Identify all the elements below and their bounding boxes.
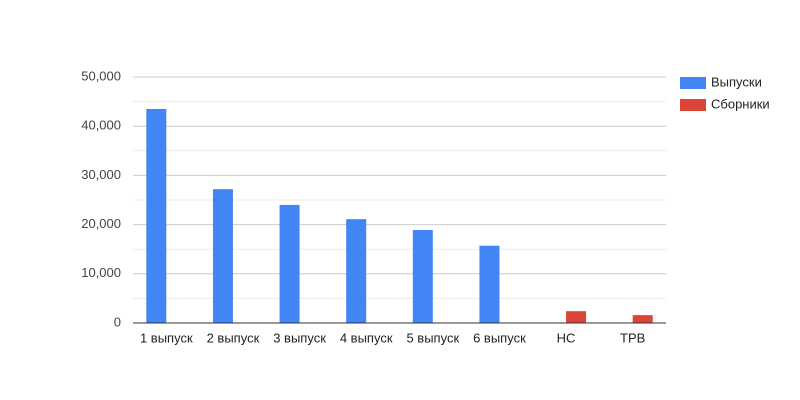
bar [412, 230, 433, 323]
x-tick-label: 1 выпуск [140, 330, 193, 345]
bar [212, 189, 233, 323]
x-tick-label: 6 выпуск [473, 330, 526, 345]
bar [346, 219, 367, 323]
x-tick-label: НС [557, 330, 576, 345]
y-tick-label: 30,000 [81, 167, 121, 182]
legend-label: Выпуски [711, 74, 762, 89]
y-tick-label: 20,000 [81, 216, 121, 231]
bar [632, 315, 653, 323]
bar [479, 245, 500, 323]
bar [279, 204, 300, 323]
x-tick-label: 2 выпуск [207, 330, 260, 345]
legend-swatch [680, 99, 706, 111]
y-tick-label: 40,000 [81, 118, 121, 133]
legend-swatch [680, 77, 706, 89]
y-tick-label: 10,000 [81, 265, 121, 280]
x-tick-label: 5 выпуск [406, 330, 459, 345]
x-tick-label: 4 выпуск [340, 330, 393, 345]
legend-label: Сборники [711, 96, 770, 111]
bar [566, 311, 587, 323]
y-tick-label: 50,000 [81, 68, 121, 83]
x-tick-label: ТРВ [620, 330, 645, 345]
x-tick-label: 3 выпуск [273, 330, 326, 345]
bar [146, 108, 167, 323]
y-tick-label: 0 [114, 314, 121, 329]
